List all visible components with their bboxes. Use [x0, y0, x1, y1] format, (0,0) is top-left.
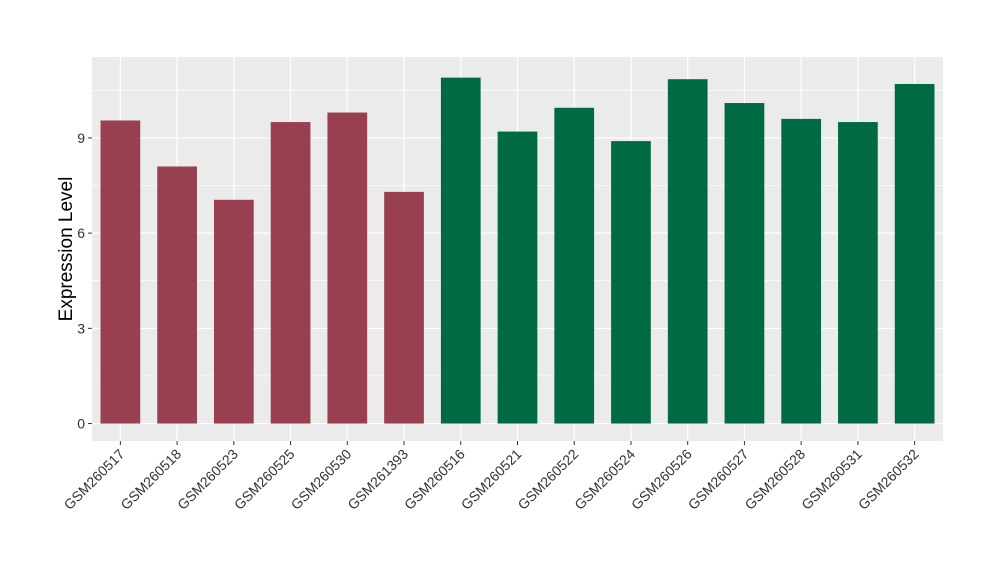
bar-GSM260524 — [611, 141, 651, 424]
bar-GSM260516 — [440, 77, 481, 424]
bar-GSM260523 — [213, 199, 254, 424]
bar-GSM260518 — [157, 166, 197, 424]
x-tick-label: GSM260532 — [855, 446, 922, 513]
bar-GSM260522 — [554, 107, 595, 424]
bar-GSM260530 — [327, 112, 368, 424]
bar-GSM260531 — [838, 122, 878, 424]
y-tick-label: 9 — [77, 130, 85, 146]
bars — [100, 77, 935, 424]
y-tick-label: 0 — [77, 416, 85, 432]
bar-GSM260517 — [100, 120, 141, 424]
bar-GSM261393 — [384, 191, 424, 424]
y-tick-label: 6 — [77, 225, 85, 241]
bar-GSM260532 — [894, 83, 935, 424]
bar-GSM260525 — [270, 122, 311, 424]
bar-GSM260527 — [724, 103, 765, 424]
y-axis: 0 3 6 9 — [77, 130, 92, 432]
bar-GSM260528 — [781, 118, 822, 424]
bar-GSM260526 — [667, 79, 708, 424]
bar-GSM260521 — [497, 131, 538, 424]
y-tick-label: 3 — [77, 320, 85, 336]
y-axis-title: Expression Level — [56, 177, 77, 322]
x-axis: GSM260517GSM260518GSM260523GSM260525GSM2… — [61, 441, 922, 513]
